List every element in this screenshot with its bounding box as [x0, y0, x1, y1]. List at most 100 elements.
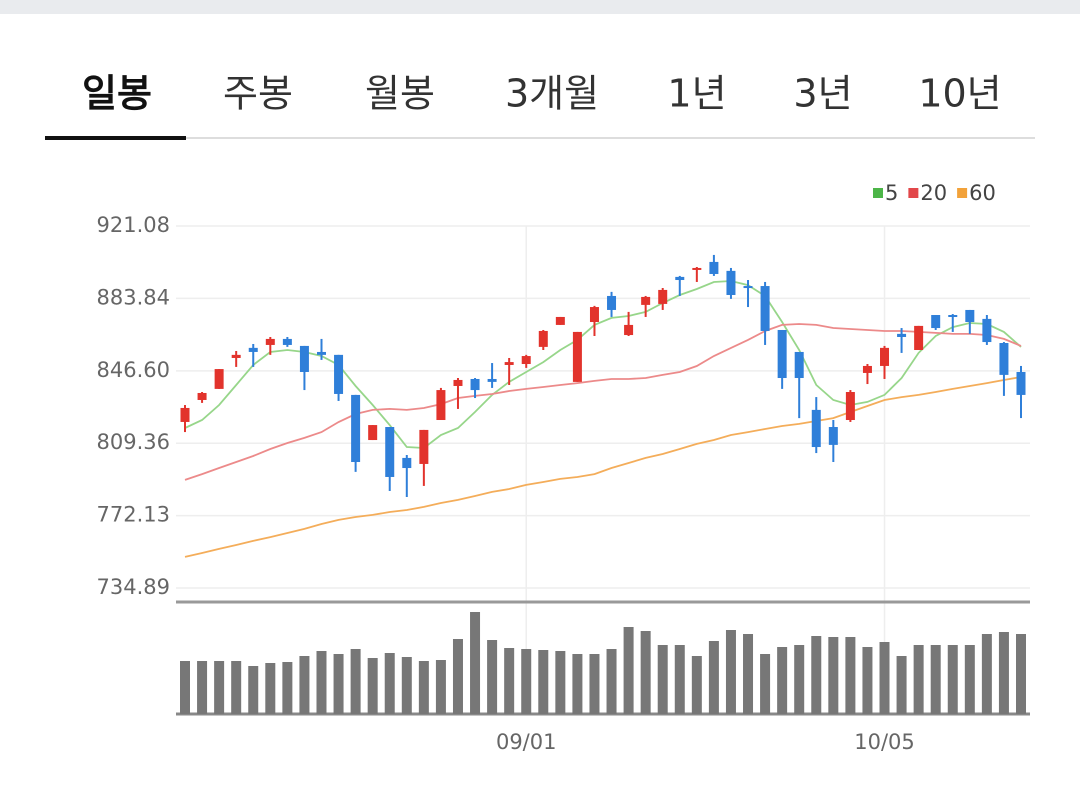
x-tick-label: 09/01	[496, 730, 557, 754]
volume-bar	[691, 656, 702, 714]
volume-bar	[725, 630, 736, 714]
y-tick-label: 846.60	[97, 358, 170, 382]
volume-bar	[862, 647, 873, 714]
volume-bar	[299, 656, 310, 714]
volume-bar	[930, 645, 941, 714]
y-tick-label: 809.36	[97, 430, 170, 454]
candle-body	[948, 315, 958, 318]
candle-body	[624, 324, 634, 336]
tab[interactable]: 일봉	[82, 72, 152, 116]
legend-label: 5	[885, 181, 898, 205]
candle-body	[436, 390, 446, 421]
y-tick-label: 921.08	[97, 213, 170, 237]
candle-body	[572, 331, 582, 382]
volume-bar	[998, 632, 1009, 714]
volume-bar	[418, 661, 429, 714]
candle-body	[521, 356, 531, 365]
legend-swatch	[873, 188, 883, 198]
candle-body	[794, 351, 804, 379]
x-tick-label: 10/05	[854, 730, 915, 754]
candle-body	[265, 338, 275, 345]
candle-body	[487, 378, 497, 382]
candle-body	[419, 429, 429, 464]
volume-bar	[623, 627, 634, 714]
volume-bar	[777, 647, 788, 714]
volume-bar	[333, 654, 344, 714]
candle-body	[965, 309, 975, 323]
volume-bar	[828, 637, 839, 714]
volume-bar	[470, 612, 481, 714]
volume-bar	[708, 641, 719, 714]
candle-body	[197, 392, 207, 400]
volume-bar	[316, 651, 327, 714]
volume-bar	[504, 648, 515, 714]
volume-bar	[896, 656, 907, 714]
candle-body	[658, 289, 668, 304]
candle-body	[777, 329, 787, 379]
volume-bar	[657, 645, 668, 714]
volume-bar	[248, 666, 259, 714]
candle-body	[811, 409, 821, 448]
volume-bar	[350, 649, 361, 714]
candle-body	[692, 267, 702, 270]
candle-body	[675, 276, 685, 281]
volume-bar	[367, 658, 378, 714]
tab[interactable]: 월봉	[365, 72, 435, 116]
volume-bar	[794, 645, 805, 714]
y-tick-label: 734.89	[97, 575, 170, 599]
tab[interactable]: 3년	[793, 72, 852, 116]
candle-body	[982, 318, 992, 343]
candle-body	[334, 354, 344, 394]
volume-bar	[674, 645, 685, 714]
volume-bar	[947, 645, 958, 714]
volume-bar	[981, 634, 992, 714]
volume-bar	[538, 650, 549, 714]
candle-body	[1016, 371, 1026, 395]
candle-body	[282, 338, 292, 345]
volume-bar	[589, 654, 600, 714]
candle-body	[555, 316, 565, 325]
volume-bar	[265, 663, 276, 714]
status-strip	[0, 0, 1080, 14]
volume-bar	[384, 653, 395, 714]
tab[interactable]: 1년	[667, 72, 726, 116]
volume-bar	[401, 657, 412, 714]
candle-body	[607, 295, 617, 310]
tab[interactable]: 3개월	[505, 72, 599, 116]
volume-bar	[521, 649, 532, 714]
candle-body	[453, 379, 463, 386]
candle-body	[862, 365, 872, 373]
volume-bar	[572, 654, 583, 714]
candle-body	[641, 296, 651, 305]
legend-label: 60	[969, 181, 996, 205]
candle-body	[351, 394, 361, 463]
tab[interactable]: 10년	[918, 72, 1001, 116]
y-tick-label: 772.13	[97, 503, 170, 527]
candle-body	[214, 369, 224, 389]
volume-bar	[606, 649, 617, 714]
candle-body	[299, 345, 309, 372]
legend-swatch	[908, 188, 919, 198]
candle-body	[760, 286, 770, 331]
candle-body	[231, 354, 241, 358]
volume-bar	[282, 662, 293, 714]
moving-average-line	[184, 376, 1022, 558]
volume-bar	[487, 640, 498, 714]
volume-bar	[452, 639, 463, 714]
candle-body	[504, 362, 514, 365]
candle-body	[538, 330, 548, 347]
volume-bar	[743, 634, 754, 714]
volume-bar	[1016, 634, 1026, 714]
y-tick-label: 883.84	[97, 285, 170, 309]
candle-body	[726, 270, 736, 295]
candle-body	[845, 392, 855, 421]
tab[interactable]: 주봉	[223, 72, 293, 116]
volume-bar	[435, 660, 446, 714]
candle-body	[709, 261, 719, 274]
volume-bar	[555, 651, 566, 714]
legend-label: 20	[920, 181, 947, 205]
candle-body	[385, 427, 395, 477]
legend-swatch	[957, 188, 968, 198]
volume-bar	[640, 631, 651, 714]
